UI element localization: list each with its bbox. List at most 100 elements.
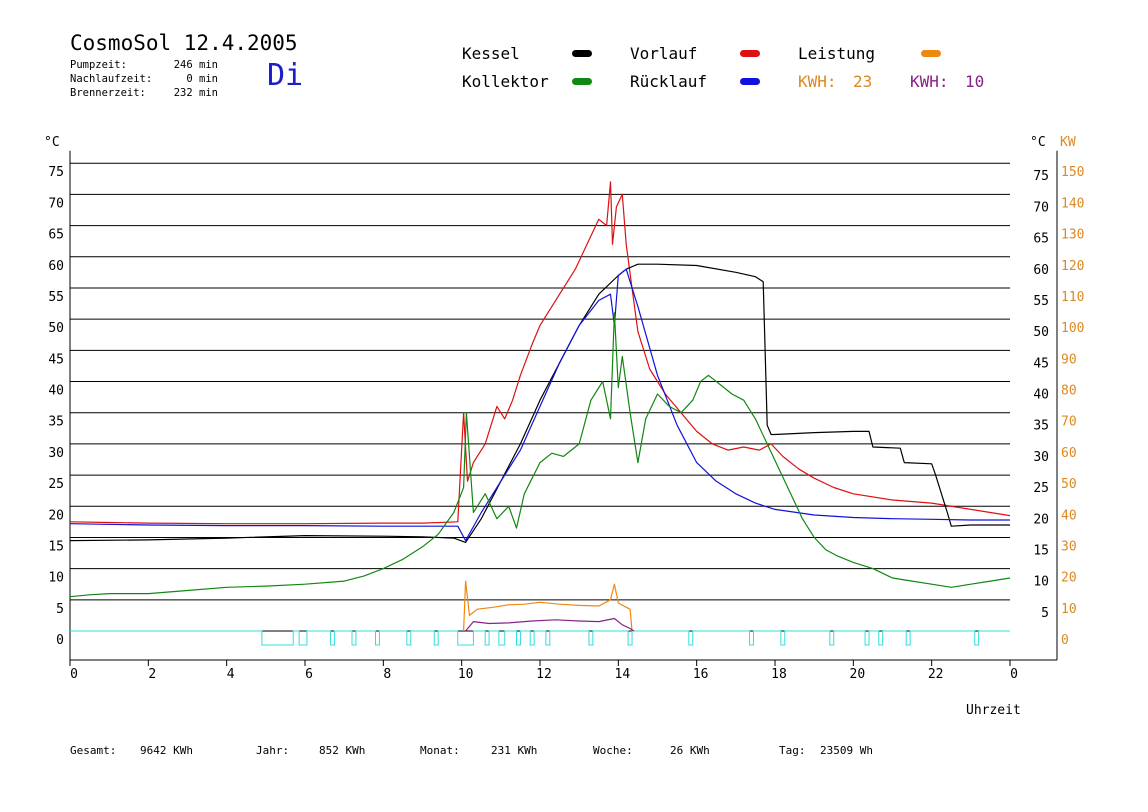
- footer-day-value: 23509 Wh: [820, 744, 873, 757]
- x-tick-label: 10: [458, 667, 474, 682]
- x-tick-label: 4: [227, 667, 235, 682]
- y-tick-label-left: 65: [48, 228, 64, 243]
- y-tick-label-right: 25: [1033, 481, 1049, 496]
- kwh-label-purple: KWH:: [910, 72, 949, 91]
- x-tick-label: 0: [1010, 667, 1018, 682]
- kw-tick-label: 70: [1061, 415, 1077, 430]
- y-tick-label-left: 60: [48, 259, 64, 274]
- kw-tick-label: 80: [1061, 384, 1077, 399]
- series-line-leistung: [463, 580, 633, 632]
- x-tick-label: 18: [771, 667, 787, 682]
- burner-time-label: Brennerzeit:: [70, 87, 146, 99]
- kw-tick-label: 10: [1061, 602, 1077, 617]
- y-tick-label-left: 0: [56, 633, 64, 648]
- y-tick-label-right: 70: [1033, 200, 1049, 215]
- x-tick-label: 8: [383, 667, 391, 682]
- series-line-vorlauf: [69, 181, 1011, 525]
- y-tick-label-left: 50: [48, 321, 64, 336]
- y-tick-label-left: 55: [48, 290, 64, 305]
- y-axis-label-right-kw: KW: [1060, 135, 1076, 150]
- kwh-value-orange: 23: [853, 72, 873, 91]
- x-axis-label: Uhrzeit: [966, 703, 1021, 718]
- y-tick-label-right: 60: [1033, 263, 1049, 278]
- y-tick-label-left: 10: [48, 571, 64, 586]
- legend-vorlauf-swatch: [740, 50, 760, 57]
- x-tick-label: 0: [70, 667, 78, 682]
- legend-kessel-swatch: [572, 50, 592, 57]
- kwh-label-orange: KWH:: [798, 72, 837, 91]
- y-tick-label-left: 70: [48, 196, 64, 211]
- series-line-leistung-kwh-10: [465, 617, 635, 632]
- chart-title: CosmoSol 12.4.2005: [70, 31, 298, 55]
- legend-kollektor-swatch: [572, 78, 592, 85]
- y-tick-label-right: 45: [1033, 356, 1049, 371]
- x-tick-label: 20: [850, 667, 866, 682]
- y-tick-label-right: 35: [1033, 419, 1049, 434]
- kw-tick-label: 130: [1061, 228, 1084, 243]
- afterrun-time-value: 0 min: [186, 73, 218, 85]
- footer-week-label: Woche:: [593, 744, 633, 757]
- kw-tick-label: 120: [1061, 259, 1084, 274]
- series-line-kollektor: [69, 312, 1011, 598]
- y-tick-label-right: 40: [1033, 388, 1049, 403]
- y-tick-label-left: 20: [48, 508, 64, 523]
- pump-time-value: 246 min: [173, 59, 218, 71]
- kw-tick-label: 40: [1061, 508, 1077, 523]
- burner-time-value: 232 min: [173, 87, 218, 99]
- legend-leistung: Leistung: [798, 44, 876, 63]
- x-tick-label: 6: [305, 667, 313, 682]
- y-tick-label-right: 20: [1033, 512, 1049, 527]
- legend-kessel: Kessel: [462, 44, 520, 63]
- y-tick-label-right: 55: [1033, 294, 1049, 309]
- kw-tick-label: 100: [1061, 321, 1084, 336]
- y-tick-label-right: 5: [1041, 606, 1049, 621]
- y-tick-label-left: 5: [56, 602, 64, 617]
- legend-leistung-swatch: [921, 50, 941, 57]
- x-tick-label: 22: [928, 667, 944, 682]
- x-tick-label: 12: [536, 667, 552, 682]
- kw-tick-label: 50: [1061, 477, 1077, 492]
- afterrun-time-label: Nachlaufzeit:: [70, 73, 153, 85]
- footer-total-value: 9642 KWh: [140, 744, 193, 757]
- x-tick-label: 14: [615, 667, 631, 682]
- footer-year-value: 852 KWh: [319, 744, 366, 757]
- y-tick-label-right: 10: [1033, 575, 1049, 590]
- kw-tick-label: 110: [1061, 290, 1084, 305]
- y-tick-label-left: 75: [48, 165, 64, 180]
- x-tick-label: 16: [693, 667, 709, 682]
- legend-ruecklauf-swatch: [740, 78, 760, 85]
- y-tick-label-right: 65: [1033, 232, 1049, 247]
- pump-status-line: [70, 630, 1010, 646]
- kw-tick-label: 0: [1061, 633, 1069, 648]
- kw-tick-label: 30: [1061, 539, 1077, 554]
- kw-tick-label: 20: [1061, 571, 1077, 586]
- footer-month-label: Monat:: [420, 744, 460, 757]
- y-axis-label-left: °C: [44, 135, 60, 150]
- kw-tick-label: 140: [1061, 196, 1084, 211]
- legend-vorlauf: Vorlauf: [630, 44, 698, 63]
- y-tick-label-right: 15: [1033, 543, 1049, 558]
- kw-tick-label: 60: [1061, 446, 1077, 461]
- series-line-kessel: [69, 263, 1010, 544]
- y-tick-label-left: 40: [48, 384, 64, 399]
- series-line-r-cklauf: [69, 268, 1010, 542]
- y-tick-label-left: 30: [48, 446, 64, 461]
- footer-week-value: 26 KWh: [670, 744, 710, 757]
- footer-day-label: Tag:: [779, 744, 806, 757]
- pump-time-label: Pumpzeit:: [70, 59, 127, 71]
- y-axis-label-right-c: °C: [1030, 135, 1046, 150]
- footer-month-value: 231 KWh: [491, 744, 538, 757]
- footer-total-label: Gesamt:: [70, 744, 117, 757]
- kw-tick-label: 150: [1061, 165, 1084, 180]
- y-tick-label-right: 50: [1033, 325, 1049, 340]
- footer-year-label: Jahr:: [256, 744, 290, 757]
- kwh-value-purple: 10: [965, 72, 985, 91]
- y-tick-label-right: 30: [1033, 450, 1049, 465]
- kw-tick-label: 90: [1061, 352, 1077, 367]
- y-tick-label-left: 45: [48, 352, 64, 367]
- y-tick-label-left: 35: [48, 415, 64, 430]
- y-tick-label-left: 15: [48, 539, 64, 554]
- weekday: Di: [267, 58, 304, 93]
- legend-kollektor: Kollektor: [462, 72, 549, 91]
